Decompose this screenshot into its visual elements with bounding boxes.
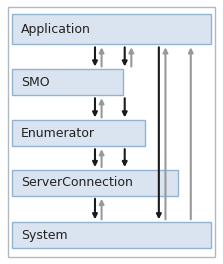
Text: Enumerator: Enumerator bbox=[21, 127, 95, 140]
Text: System: System bbox=[21, 229, 68, 242]
Bar bbox=[12, 120, 145, 146]
Bar bbox=[12, 69, 122, 95]
Bar bbox=[12, 15, 211, 45]
Text: Application: Application bbox=[21, 23, 91, 36]
Bar bbox=[12, 170, 178, 196]
Text: SMO: SMO bbox=[21, 76, 50, 89]
Bar bbox=[12, 222, 211, 248]
Text: ServerConnection: ServerConnection bbox=[21, 176, 133, 190]
